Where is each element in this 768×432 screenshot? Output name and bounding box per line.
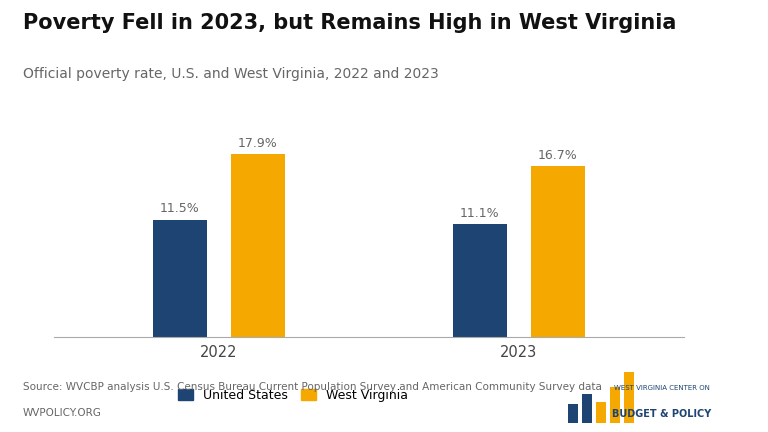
- Bar: [568, 404, 578, 422]
- Bar: [230, 154, 285, 337]
- Bar: [624, 372, 634, 422]
- Bar: [611, 388, 620, 422]
- Text: 16.7%: 16.7%: [538, 149, 578, 162]
- Bar: [452, 224, 507, 337]
- Text: 17.9%: 17.9%: [238, 137, 277, 150]
- Bar: [596, 403, 606, 422]
- Text: 11.5%: 11.5%: [160, 203, 200, 216]
- Bar: [153, 219, 207, 337]
- Bar: [531, 166, 584, 337]
- Text: 11.1%: 11.1%: [460, 206, 499, 219]
- Text: BUDGET & POLICY: BUDGET & POLICY: [612, 409, 712, 419]
- Text: WVPOLICY.ORG: WVPOLICY.ORG: [23, 408, 102, 418]
- Legend: United States, West Virginia: United States, West Virginia: [174, 384, 412, 407]
- Text: Source: WVCBP analysis U.S. Census Bureau Current Population Survey and American: Source: WVCBP analysis U.S. Census Burea…: [23, 382, 602, 392]
- Text: Poverty Fell in 2023, but Remains High in West Virginia: Poverty Fell in 2023, but Remains High i…: [23, 13, 677, 33]
- Text: WEST VIRGINIA CENTER ON: WEST VIRGINIA CENTER ON: [614, 385, 710, 391]
- Bar: [582, 394, 592, 422]
- Text: Official poverty rate, U.S. and West Virginia, 2022 and 2023: Official poverty rate, U.S. and West Vir…: [23, 67, 439, 81]
